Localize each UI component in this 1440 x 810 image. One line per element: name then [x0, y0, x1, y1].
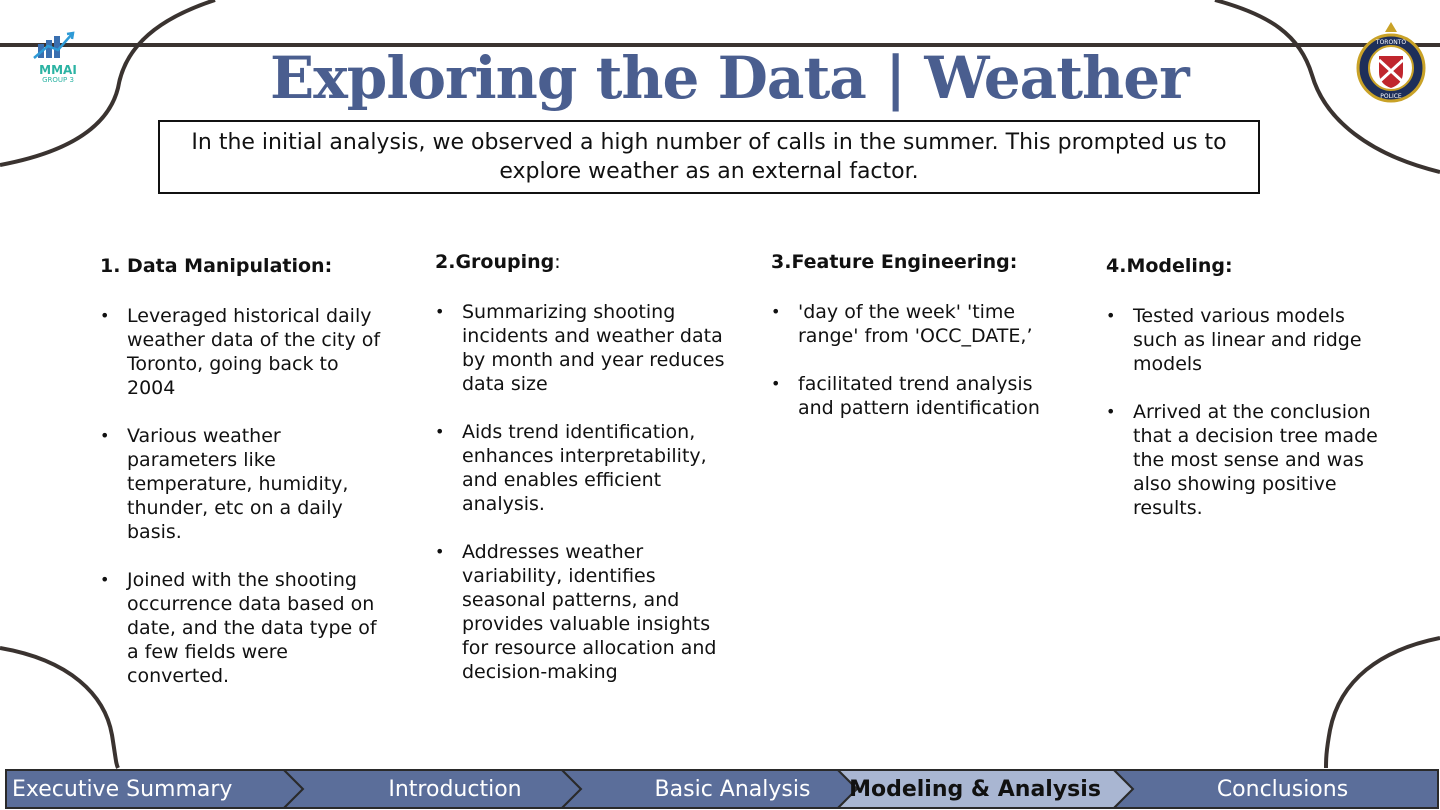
logo-text-bottom: GROUP 3 — [42, 76, 74, 84]
section-navigation-bar: Executive Summary Introduction Basic Ana… — [0, 768, 1440, 810]
bullet-list: Leveraged historical daily weather data … — [100, 304, 390, 688]
bullet-item: 'day of the week' 'time range' from 'OCC… — [771, 300, 1061, 348]
nav-item-introduction[interactable]: Introduction — [388, 776, 522, 802]
section-heading: 2.Grouping: — [435, 248, 725, 276]
bullet-item: facilitated trend analysis and pattern i… — [771, 372, 1061, 420]
section-heading-text: 2.Grouping — [435, 251, 555, 273]
nav-item-modeling-analysis[interactable]: Modeling & Analysis — [849, 776, 1101, 802]
section-heading: 4.Modeling: — [1106, 255, 1233, 277]
intro-text: In the initial analysis, we observed a h… — [191, 130, 1227, 184]
nav-item-executive-summary[interactable]: Executive Summary — [12, 776, 233, 802]
nav-chevron-conclusions[interactable] — [1111, 769, 1439, 809]
section-heading: 3.Feature Engineering: — [771, 251, 1018, 273]
bullet-list: Summarizing shooting incidents and weath… — [435, 300, 725, 684]
section-feature-engineering: 3.Feature Engineering: 'day of the week'… — [771, 248, 1061, 444]
page-title: Exploring the Data | Weather — [270, 44, 1190, 112]
section-heading-suffix: : — [554, 251, 561, 273]
intro-callout-box: In the initial analysis, we observed a h… — [158, 120, 1260, 194]
bullet-item: Aids trend identification, enhances inte… — [435, 420, 725, 516]
bullet-item: Addresses weather variability, identifie… — [435, 540, 725, 684]
nav-item-conclusions[interactable]: Conclusions — [1216, 776, 1349, 802]
crest-text-bottom: POLICE — [1380, 93, 1402, 100]
section-grouping: 2.Grouping: Summarizing shooting inciden… — [435, 248, 725, 708]
bullet-item: Leveraged historical daily weather data … — [100, 304, 390, 400]
section-data-manipulation: 1. Data Manipulation: Leveraged historic… — [100, 252, 390, 712]
bullet-list: 'day of the week' 'time range' from 'OCC… — [771, 300, 1061, 420]
nav-item-basic-analysis[interactable]: Basic Analysis — [654, 776, 811, 802]
toronto-police-crest-icon: TORONTO POLICE — [1356, 22, 1426, 103]
logo-text-top: MMAI — [39, 63, 77, 77]
mmai-group-logo: MMAI GROUP 3 — [28, 30, 88, 90]
mmai-chart-logo-icon: MMAI GROUP 3 — [33, 31, 77, 84]
section-modeling: 4.Modeling: Tested various models such a… — [1106, 252, 1386, 544]
bullet-item: Arrived at the conclusion that a decisio… — [1106, 400, 1386, 520]
bullet-item: Various weather parameters like temperat… — [100, 424, 390, 544]
bullet-item: Joined with the shooting occurrence data… — [100, 568, 390, 688]
bullet-list: Tested various models such as linear and… — [1106, 304, 1386, 520]
bullet-item: Tested various models such as linear and… — [1106, 304, 1386, 376]
toronto-police-crest: TORONTO POLICE — [1355, 20, 1427, 104]
nav-chevrons — [5, 769, 1439, 809]
crest-text-top: TORONTO — [1375, 39, 1406, 46]
bullet-item: Summarizing shooting incidents and weath… — [435, 300, 725, 396]
section-heading: 1. Data Manipulation: — [100, 255, 333, 277]
